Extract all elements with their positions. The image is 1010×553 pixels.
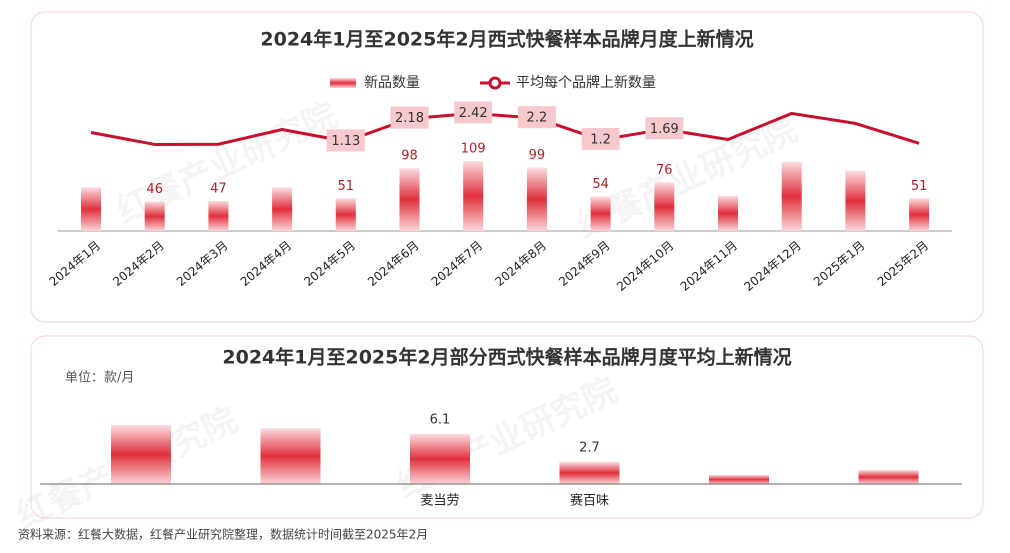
bar	[410, 433, 470, 484]
data-label: 6.1	[430, 412, 451, 427]
data-label-box	[581, 127, 620, 150]
data-label: 99	[529, 148, 546, 163]
data-label: 1.13	[331, 134, 360, 149]
bar	[781, 161, 802, 231]
bar	[559, 461, 620, 484]
data-label: 109	[461, 142, 486, 157]
data-label: 2.2	[527, 111, 548, 126]
legend-label: 新品数量	[364, 75, 420, 91]
bar	[208, 200, 229, 231]
x-tick-label: 麦当劳	[420, 493, 459, 509]
chart-title: 2024年1月至2025年2月西式快餐样本品牌月度上新情况	[260, 28, 753, 51]
source: 资料来源：红餐大数据，红餐产业研究院整理，数据统计时间截至2025年2月	[18, 527, 428, 542]
bar	[526, 167, 547, 231]
data-label: 2.42	[459, 106, 488, 121]
bar	[111, 424, 171, 484]
data-label-box	[645, 117, 684, 140]
data-label: 47	[210, 181, 227, 196]
card	[30, 11, 984, 323]
line	[90, 111, 920, 146]
bar	[709, 474, 769, 484]
bar	[335, 198, 356, 231]
bar	[399, 168, 420, 231]
legend-swatch	[488, 76, 502, 90]
bar	[845, 170, 866, 231]
data-label: 54	[592, 177, 609, 192]
bar	[909, 198, 930, 231]
bar	[272, 187, 293, 231]
legend-label: 平均每个品牌上新数量	[516, 74, 656, 91]
data-label: 46	[146, 182, 163, 197]
data-label-box	[390, 106, 429, 129]
bar	[858, 470, 919, 484]
x-tick-label: 赛百味	[570, 493, 609, 509]
bar	[590, 196, 611, 231]
bar	[463, 161, 484, 231]
data-label: 76	[656, 163, 673, 178]
bar	[81, 187, 101, 231]
bar	[260, 428, 321, 484]
data-label: 1.2	[590, 132, 611, 147]
data-label-box	[454, 101, 493, 124]
bar	[144, 201, 165, 231]
data-label: 51	[911, 179, 928, 194]
data-label: 2.18	[395, 111, 424, 126]
data-label: 1.69	[650, 122, 679, 137]
bar	[654, 182, 675, 231]
data-label-box	[517, 106, 556, 129]
unit-label: 单位：款/月	[65, 371, 134, 386]
chart-title: 2024年1月至2025年2月部分西式快餐样本品牌月度平均上新情况	[222, 346, 791, 369]
data-label-box	[326, 129, 365, 152]
bar	[718, 195, 738, 231]
data-label: 2.7	[579, 440, 600, 455]
data-label: 98	[401, 149, 418, 164]
data-label: 51	[338, 179, 355, 194]
legend-swatch	[330, 78, 356, 88]
